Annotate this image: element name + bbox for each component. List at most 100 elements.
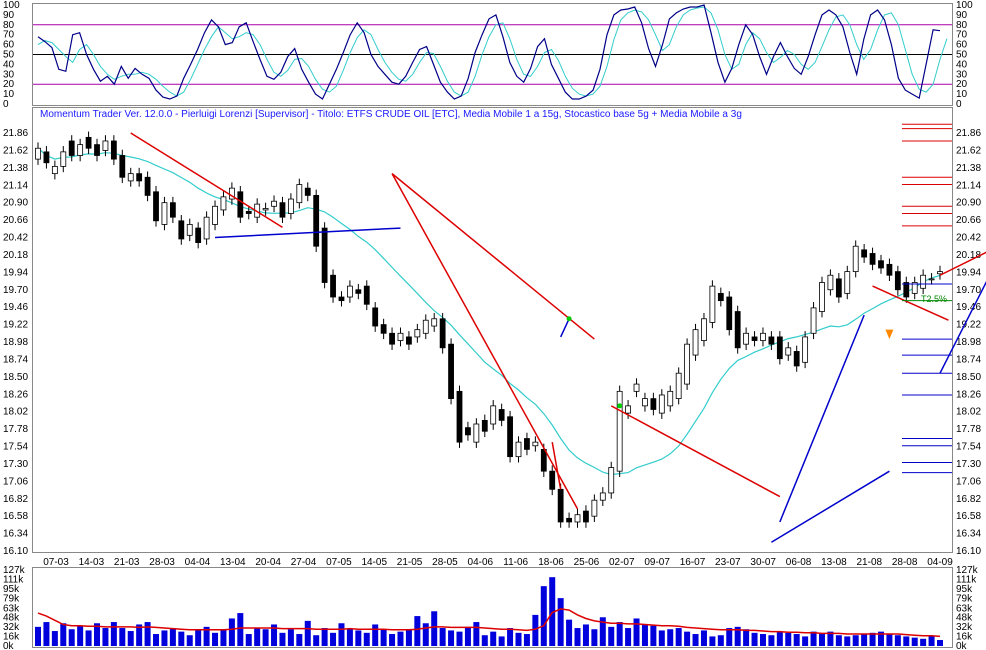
candle-body <box>566 517 572 523</box>
candle-body <box>68 140 75 156</box>
price-tick-label-left: 17.54 <box>3 442 28 453</box>
volume-bar <box>641 624 648 646</box>
volume-bar <box>734 626 741 646</box>
candle-body <box>338 296 345 302</box>
candle-body <box>911 282 918 294</box>
price-tick-label-left: 17.30 <box>3 459 28 470</box>
stoch-tick-label: 50 <box>3 50 15 61</box>
volume-bar <box>43 622 50 646</box>
volume-bar <box>700 630 707 646</box>
volume-tick-label: 32k <box>3 622 20 633</box>
price-tick-label-left: 20.42 <box>3 233 28 244</box>
stoch-tick-label: 30 <box>3 69 15 80</box>
date-tick-label: 11-06 <box>503 557 528 568</box>
volume-bar <box>717 635 724 646</box>
candle-body <box>726 296 733 331</box>
volume-bar <box>675 628 682 646</box>
price-tick-label-left: 17.78 <box>3 424 28 435</box>
candle-body <box>110 140 117 160</box>
candle-body <box>271 200 277 207</box>
volume-tick-label: 48k <box>956 612 973 623</box>
volume-bar <box>262 629 269 646</box>
candle-body <box>760 332 766 341</box>
candle-body <box>920 274 927 289</box>
trendline-up-1 <box>214 227 401 239</box>
stoch-tick-label: 10 <box>956 89 968 100</box>
price-tick-label-left: 19.94 <box>3 267 28 278</box>
volume-bar <box>127 631 134 646</box>
candle-body <box>557 488 564 523</box>
volume-bar <box>456 631 463 646</box>
volume-bar <box>279 632 286 646</box>
candle-body <box>819 282 825 312</box>
date-tick-label: 28-05 <box>432 557 458 568</box>
trendline-down-5 <box>610 405 781 498</box>
candle-body <box>212 205 218 225</box>
annotations <box>130 123 986 543</box>
candle-body <box>389 332 395 345</box>
date-tick-label: 04-09 <box>927 557 953 568</box>
volume-bar <box>220 629 227 646</box>
price-tick-label-right: 18.02 <box>956 407 981 418</box>
candle-body <box>498 409 505 421</box>
candle-body <box>532 441 539 447</box>
volume-bar <box>616 622 623 646</box>
volume-bar <box>296 634 303 646</box>
price-tick-label-left: 16.58 <box>3 511 28 522</box>
date-tick-label: 21-08 <box>856 557 882 568</box>
trendline-up-5 <box>939 280 986 374</box>
volume-bar <box>692 634 699 646</box>
volume-bar <box>313 635 320 646</box>
candle-body <box>85 136 92 149</box>
candle-body <box>363 285 370 305</box>
stoch-tick-label: 80 <box>3 20 15 31</box>
volume-bar <box>633 618 640 646</box>
candle-body <box>751 336 758 341</box>
volume-bar <box>844 636 851 646</box>
volume-bar <box>102 628 109 646</box>
candle-body <box>937 271 943 275</box>
volume-bar <box>507 628 514 646</box>
volume-bar <box>228 618 235 646</box>
volume-bar <box>827 631 834 646</box>
volume-bar <box>886 634 893 646</box>
candle-body <box>355 289 362 294</box>
volume-bar <box>60 623 67 646</box>
candle-body <box>625 405 631 414</box>
price-tick-label-right: 18.74 <box>956 354 981 365</box>
volume-bar <box>869 632 876 646</box>
candle-body <box>827 274 834 291</box>
candle-body <box>878 260 884 269</box>
candle-body <box>481 419 488 432</box>
candle-body <box>102 140 109 151</box>
price-tick-label-right: 18.98 <box>956 337 981 348</box>
volume-bar <box>709 636 716 646</box>
price-tick-label-right: 18.50 <box>956 372 981 383</box>
volume-bar <box>481 635 488 646</box>
trendline-up-3 <box>771 470 890 543</box>
candle-body <box>524 438 530 450</box>
candle-body <box>675 372 682 400</box>
volume-bar <box>667 629 674 646</box>
price-tick-label-left: 20.66 <box>3 215 28 226</box>
volume-bar <box>422 623 429 646</box>
price-tick-label-left: 16.10 <box>3 546 28 557</box>
volume-bar <box>77 625 84 646</box>
candle-body <box>203 216 210 240</box>
candle-body <box>287 198 294 214</box>
volume-bar <box>557 598 564 646</box>
price-tick-label-left: 19.22 <box>3 320 28 331</box>
candle-body <box>422 319 429 334</box>
volume-bar <box>464 626 471 646</box>
volume-ma-line <box>37 608 941 638</box>
stoch-tick-label: 0 <box>956 99 962 110</box>
date-tick-label: 16-07 <box>680 557 706 568</box>
date-tick-label: 07-03 <box>43 557 69 568</box>
date-tick-label: 04-04 <box>185 557 211 568</box>
volume-bar <box>498 636 505 646</box>
stoch-tick-label: 100 <box>956 0 973 11</box>
candle-body <box>793 351 800 367</box>
candle-body <box>397 332 404 341</box>
volume-bar <box>852 635 859 646</box>
volume-bar <box>161 630 168 646</box>
